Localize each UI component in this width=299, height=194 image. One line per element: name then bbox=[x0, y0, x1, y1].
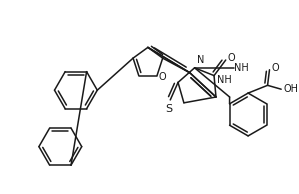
Text: O: O bbox=[159, 72, 167, 81]
Text: S: S bbox=[165, 104, 172, 114]
Text: O: O bbox=[228, 53, 235, 63]
Text: NH: NH bbox=[234, 63, 249, 73]
Text: O: O bbox=[271, 63, 279, 73]
Text: OH: OH bbox=[283, 84, 298, 94]
Text: N: N bbox=[196, 55, 204, 65]
Text: NH: NH bbox=[217, 75, 232, 86]
